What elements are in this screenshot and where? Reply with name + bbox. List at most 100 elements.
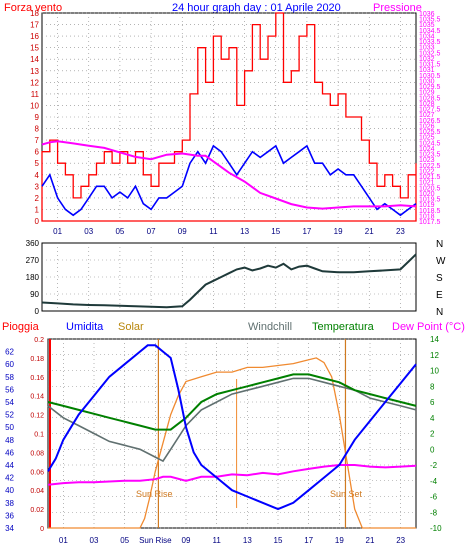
y-tick-right-16: 1025.5 <box>419 129 441 136</box>
y-tick-right-33: 1034 <box>419 33 435 40</box>
legend-dewpoint: Dew Point (°C) <box>392 321 465 333</box>
plot-area <box>41 242 417 312</box>
rain-tick-3: 0.06 <box>30 469 44 476</box>
x-tick-0: 01 <box>59 536 68 545</box>
y-tick-right-17: 1026 <box>419 123 435 130</box>
rain-tick-10: 0.2 <box>34 337 44 344</box>
y-tick-left-13: 13 <box>30 67 39 76</box>
y-tick-right-19: 1027 <box>419 112 435 119</box>
wind-title: Forza vento <box>4 2 62 14</box>
y-tick-4: 180 <box>26 273 40 282</box>
temp-tick-8: 6 <box>430 398 435 407</box>
legend-humidity: Umidita <box>66 321 104 333</box>
x-tick-3: 07 <box>147 227 156 236</box>
x-tick-8: 17 <box>302 227 311 236</box>
humidity-tick-9: 52 <box>5 411 14 420</box>
y-tick-left-7: 7 <box>35 136 40 145</box>
x-tick-2: 05 <box>120 536 129 545</box>
x-tick-10: 21 <box>365 227 374 236</box>
y-tick-right-10: 1022.5 <box>419 163 441 170</box>
y-tick-right-31: 1033 <box>419 45 435 52</box>
humidity-tick-11: 56 <box>5 385 14 394</box>
y-tick-right-12: 1023.5 <box>419 152 441 159</box>
x-tick-7: 15 <box>274 536 283 545</box>
y-tick-right-20: 1027.5 <box>419 107 441 114</box>
humidity-tick-4: 42 <box>5 474 14 483</box>
x-tick-1: 03 <box>90 536 99 545</box>
y-tick-left-15: 15 <box>30 44 39 53</box>
humidity-tick-1: 36 <box>5 511 14 520</box>
y-tick-left-10: 10 <box>30 101 39 110</box>
temp-tick-2: -6 <box>430 493 438 502</box>
y-tick-left-0: 0 <box>35 217 40 226</box>
temp-tick-6: 2 <box>430 430 435 439</box>
y-tick-left-1: 1 <box>35 205 40 214</box>
x-tick-7: 15 <box>271 227 280 236</box>
y-tick-right-36: 1035.5 <box>419 17 441 24</box>
rain-tick-0: 0 <box>40 526 44 533</box>
legend-solar: Solar <box>118 321 144 333</box>
legend-temperature: Temperatura <box>312 321 375 333</box>
y-tick-left-14: 14 <box>30 55 39 64</box>
x-tick-6: 13 <box>243 536 252 545</box>
y-tick-right-32: 1033.5 <box>419 39 441 46</box>
y-tick-right-30: 1032.5 <box>419 50 441 57</box>
wind-pressure-panel: 01234567891011121314151617181017.5101810… <box>30 9 440 236</box>
compass-label-0: N <box>436 239 443 250</box>
sun-rise-label: Sun Rise <box>136 489 173 499</box>
y-tick-right-24: 1029.5 <box>419 84 441 91</box>
x-tick-0: 01 <box>53 227 62 236</box>
humidity-tick-12: 58 <box>5 373 14 382</box>
compass-label-3: E <box>436 290 443 301</box>
y-tick-left-18: 18 <box>30 9 39 18</box>
y-tick-right-15: 1025 <box>419 135 435 142</box>
rain-tick-9: 0.18 <box>30 356 44 363</box>
legend-windchill: Windchill <box>248 321 292 333</box>
wind-gust-line <box>41 12 417 222</box>
y-tick-right-5: 1020 <box>419 191 435 198</box>
humidity-tick-3: 40 <box>5 486 14 495</box>
y-tick-right-25: 1030 <box>419 78 435 85</box>
y-tick-right-26: 1030.5 <box>419 73 441 80</box>
temp-tick-1: -8 <box>430 508 438 517</box>
temp-tick-7: 4 <box>430 414 435 423</box>
x-tick-1: 03 <box>84 227 93 236</box>
y-tick-right-6: 1020.5 <box>419 185 441 192</box>
x-tick-5: 11 <box>213 536 222 545</box>
y-tick-left-8: 8 <box>35 125 40 134</box>
y-tick-2: 90 <box>30 290 39 299</box>
y-tick-left-5: 5 <box>35 159 40 168</box>
solar-line <box>48 357 416 529</box>
y-tick-right-29: 1032 <box>419 56 435 63</box>
temperature-humidity-panel: 34363840424446485052545658606200.020.040… <box>5 335 442 545</box>
x-tick-4: 09 <box>182 536 191 545</box>
compass-label-4: N <box>436 307 443 318</box>
legend-rain: Pioggia <box>2 321 40 333</box>
temp-tick-4: -2 <box>430 461 438 470</box>
y-tick-left-12: 12 <box>30 78 39 87</box>
y-tick-0: 0 <box>35 307 40 316</box>
temp-tick-10: 10 <box>430 367 439 376</box>
x-tick-10: 21 <box>366 536 375 545</box>
x-tick-11: 23 <box>396 536 405 545</box>
humidity-tick-14: 62 <box>5 348 14 357</box>
y-tick-right-28: 1031.5 <box>419 62 441 69</box>
y-tick-right-14: 1024.5 <box>419 140 441 147</box>
graph-title: 24 hour graph day : 01 Aprile 2020 <box>172 2 341 14</box>
pressure-title: Pressione <box>373 2 422 14</box>
x-tick-6: 13 <box>240 227 249 236</box>
pressure-line <box>41 140 417 210</box>
y-tick-right-3: 1019 <box>419 202 435 209</box>
rain-tick-7: 0.14 <box>30 394 44 401</box>
compass-label-1: W <box>436 256 446 267</box>
y-tick-left-16: 16 <box>30 32 39 41</box>
sun-set-label: Sun Set <box>330 489 363 499</box>
compass-label-2: S <box>436 273 443 284</box>
temp-tick-11: 12 <box>430 351 439 360</box>
y-tick-right-1: 1018 <box>419 213 435 220</box>
y-tick-right-9: 1022 <box>419 168 435 175</box>
humidity-tick-2: 38 <box>5 499 14 508</box>
rain-tick-1: 0.02 <box>30 507 44 514</box>
rain-tick-2: 0.04 <box>30 488 44 495</box>
y-tick-right-23: 1029 <box>419 90 435 97</box>
